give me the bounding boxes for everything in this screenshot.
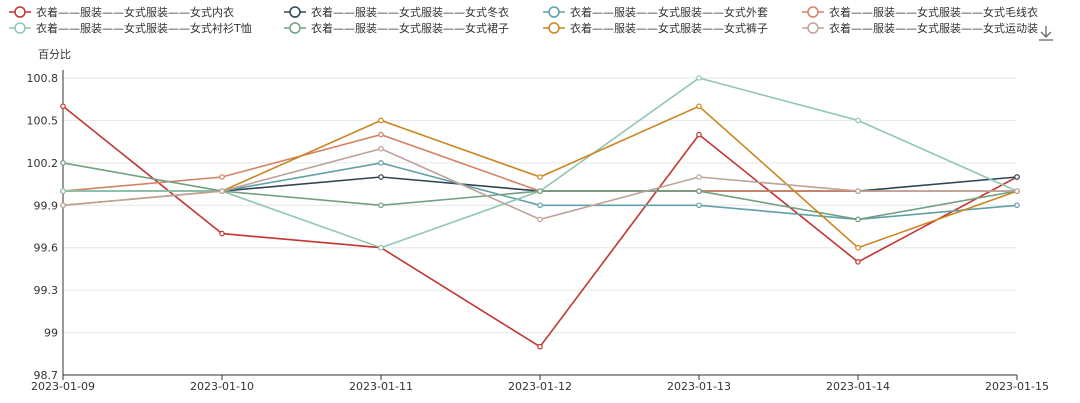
legend-swatch-marker	[14, 22, 26, 34]
y-axis-label: 百分比	[38, 48, 71, 61]
legend-label: 衣着——服装——女式服装——女式毛线衣	[829, 5, 1038, 19]
data-point[interactable]	[537, 216, 543, 223]
y-tick-label: 100.8	[27, 72, 59, 85]
data-point[interactable]	[537, 343, 543, 350]
data-point[interactable]	[378, 244, 384, 251]
legend-label: 衣着——服装——女式服装——女式裤子	[570, 21, 768, 35]
data-point[interactable]	[60, 103, 66, 110]
data-point[interactable]	[378, 117, 384, 124]
legend-label: 衣着——服装——女式服装——女式内衣	[36, 5, 234, 19]
data-point[interactable]	[1014, 202, 1020, 209]
data-point[interactable]	[1014, 174, 1020, 180]
legend-item[interactable]: 衣着——服装——女式服装——女式毛线衣	[802, 5, 1038, 19]
data-point[interactable]	[855, 216, 861, 223]
x-tick-label: 2023-01-10	[190, 380, 254, 393]
x-tick-label: 2023-01-13	[667, 380, 731, 393]
legend-swatch-marker	[548, 6, 560, 18]
legend-swatch-marker	[807, 6, 819, 18]
data-point[interactable]	[60, 202, 66, 209]
data-point[interactable]	[855, 244, 861, 251]
x-tick-label: 2023-01-11	[349, 380, 413, 393]
y-tick-label: 98.7	[34, 369, 59, 382]
y-tick-label: 100.5	[27, 114, 59, 127]
legend-label: 衣着——服装——女式服装——女式冬衣	[311, 5, 509, 19]
x-tick-label: 2023-01-09	[31, 380, 95, 393]
data-point[interactable]	[696, 202, 702, 209]
data-point[interactable]	[855, 117, 861, 124]
legend-label: 衣着——服装——女式服装——女式衬衫T恤	[36, 21, 252, 35]
y-tick-label: 99.9	[34, 199, 59, 212]
legend-item[interactable]: 衣着——服装——女式服装——女式冬衣	[284, 5, 509, 19]
data-point[interactable]	[855, 259, 861, 265]
axes: 98.7 99 99.3 99.6 99.9 100.2 100.5 100.8 2023-01…	[27, 70, 1049, 393]
legend-swatch-marker	[807, 22, 819, 34]
data-point[interactable]	[378, 202, 384, 209]
legend-label: 衣着——服装——女式服装——女式外套	[570, 5, 768, 19]
data-point[interactable]	[60, 188, 66, 194]
y-tick-label: 100.2	[27, 157, 59, 170]
data-point[interactable]	[696, 188, 702, 194]
legend-item[interactable]: 衣着——服装——女式服装——女式运动装	[802, 21, 1038, 35]
legend-label: 衣着——服装——女式服装——女式运动装	[829, 21, 1038, 35]
data-point[interactable]	[855, 188, 861, 194]
y-tick-label: 99	[44, 327, 58, 340]
series-line	[62, 105, 1018, 348]
legend-swatch-marker	[289, 6, 301, 18]
download-icon[interactable]	[1039, 26, 1053, 41]
y-tick-label: 99.3	[34, 284, 59, 297]
y-tick-label: 99.6	[34, 242, 59, 255]
grid-lines	[63, 77, 1017, 334]
data-point[interactable]	[696, 75, 702, 81]
data-point[interactable]	[378, 145, 384, 152]
legend-swatch-marker	[548, 22, 560, 34]
data-point[interactable]	[219, 174, 225, 180]
legend-item[interactable]: 衣着——服装——女式服装——女式衬衫T恤	[9, 21, 252, 35]
data-point[interactable]	[537, 188, 543, 194]
data-point[interactable]	[219, 188, 225, 194]
legend-label: 衣着——服装——女式服装——女式裙子	[311, 21, 509, 35]
data-point[interactable]	[696, 131, 702, 138]
legend-item[interactable]: 衣着——服装——女式服装——女式外套	[543, 5, 768, 19]
x-tick-label: 2023-01-14	[826, 380, 890, 393]
legend-swatch-marker	[289, 22, 301, 34]
data-point[interactable]	[696, 174, 702, 180]
legend-swatch-marker	[14, 6, 26, 18]
legend-item[interactable]: 衣着——服装——女式服装——女式内衣	[9, 5, 234, 19]
x-tick-label: 2023-01-12	[508, 380, 572, 393]
data-point[interactable]	[537, 202, 543, 209]
legend[interactable]: 衣着——服装——女式服装——女式内衣 衣着——服装——女式服装——女式冬衣 衣着——…	[9, 5, 1038, 35]
series-lines	[60, 75, 1020, 350]
series-line	[62, 147, 1017, 221]
legend-item[interactable]: 衣着——服装——女式服装——女式裙子	[284, 21, 509, 35]
data-point[interactable]	[378, 131, 384, 138]
data-point[interactable]	[378, 160, 384, 166]
data-point[interactable]	[378, 174, 384, 180]
legend-item[interactable]: 衣着——服装——女式服装——女式裤子	[543, 21, 768, 35]
data-point[interactable]	[537, 174, 543, 180]
data-point[interactable]	[1014, 188, 1020, 194]
x-tick-label: 2023-01-15	[985, 380, 1049, 393]
data-point[interactable]	[60, 160, 66, 166]
data-point[interactable]	[219, 230, 225, 237]
data-point[interactable]	[696, 103, 702, 110]
